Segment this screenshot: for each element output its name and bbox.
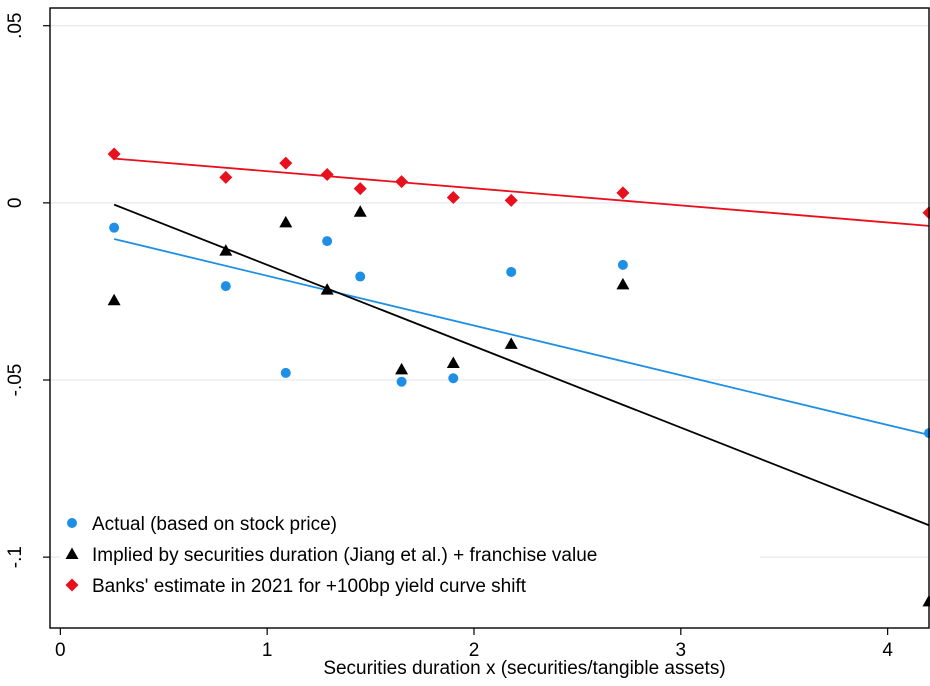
circle-series-fit-line — [113, 238, 930, 436]
y-tick-label: -.05 — [5, 364, 26, 397]
triangle-data-point — [219, 244, 233, 256]
circle-data-point — [448, 373, 459, 384]
triangle-data-point — [616, 277, 630, 290]
diamond-data-point — [279, 156, 293, 170]
x-tick-label: 2 — [469, 640, 480, 661]
legend-background — [60, 506, 760, 607]
y-tick-label: -.1 — [5, 546, 26, 568]
legend-triangle-marker — [65, 547, 79, 559]
diamond-data-point — [353, 182, 367, 196]
diamond-data-point — [320, 168, 334, 182]
legend-label: Actual (based on stock price) — [92, 514, 337, 535]
diamond-data-point — [219, 170, 233, 184]
triangle-data-point — [504, 337, 518, 349]
diamond-data-point — [616, 186, 630, 200]
legend-circle-marker — [67, 518, 77, 528]
circle-data-point — [280, 367, 291, 378]
axes: 0 1 2 3 4 .05 0 -.05 -.1 — [5, 7, 930, 661]
x-tick-label: 0 — [55, 640, 66, 661]
y-tick-label: 0 — [5, 198, 26, 209]
triangle-data-point — [922, 594, 930, 607]
diamond-data-point — [504, 193, 518, 207]
x-tick-label: 4 — [882, 640, 893, 661]
diamond-data-point — [107, 147, 121, 161]
triangle-data-point — [320, 283, 334, 295]
x-tick-label: 3 — [676, 640, 687, 661]
triangle-data-point — [446, 356, 460, 368]
triangle-data-point — [279, 215, 293, 228]
legend-label: Implied by securities duration (Jiang et… — [92, 545, 597, 566]
circle-data-point — [396, 376, 407, 387]
fit-lines — [113, 157, 930, 527]
circle-data-point — [220, 281, 231, 292]
circle-data-point — [506, 266, 517, 277]
diamond-data-point — [446, 191, 460, 205]
circle-data-point — [355, 271, 366, 282]
diamond-series-fit-line — [114, 157, 930, 227]
legend: Actual (based on stock price) Implied by … — [60, 506, 760, 607]
legend-diamond-marker — [65, 578, 79, 592]
legend-label: Banks' estimate in 2021 for +100bp yield… — [92, 576, 527, 597]
y-tick-label: .05 — [5, 13, 26, 39]
grid-lines — [50, 25, 929, 558]
plot-frame — [49, 7, 930, 629]
diamond-data-point — [922, 206, 930, 220]
x-tick-label: 1 — [262, 640, 273, 661]
triangle-data-point — [107, 293, 121, 306]
triangle-data-point — [353, 205, 367, 217]
circle-data-point — [617, 259, 628, 270]
data-points — [107, 147, 930, 607]
x-axis-title: Securities duration x (securities/tangib… — [323, 658, 725, 679]
triangle-series-fit-line — [113, 203, 930, 527]
triangle-data-point — [395, 362, 409, 375]
circle-data-point — [109, 222, 120, 233]
diamond-data-point — [395, 175, 409, 189]
circle-data-point — [322, 236, 333, 247]
